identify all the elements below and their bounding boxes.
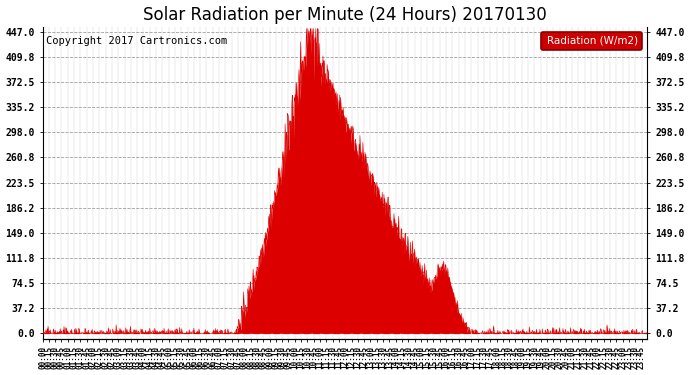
Title: Solar Radiation per Minute (24 Hours) 20170130: Solar Radiation per Minute (24 Hours) 20… (143, 6, 547, 24)
Text: Copyright 2017 Cartronics.com: Copyright 2017 Cartronics.com (46, 36, 227, 46)
Legend: Radiation (W/m2): Radiation (W/m2) (541, 32, 642, 50)
